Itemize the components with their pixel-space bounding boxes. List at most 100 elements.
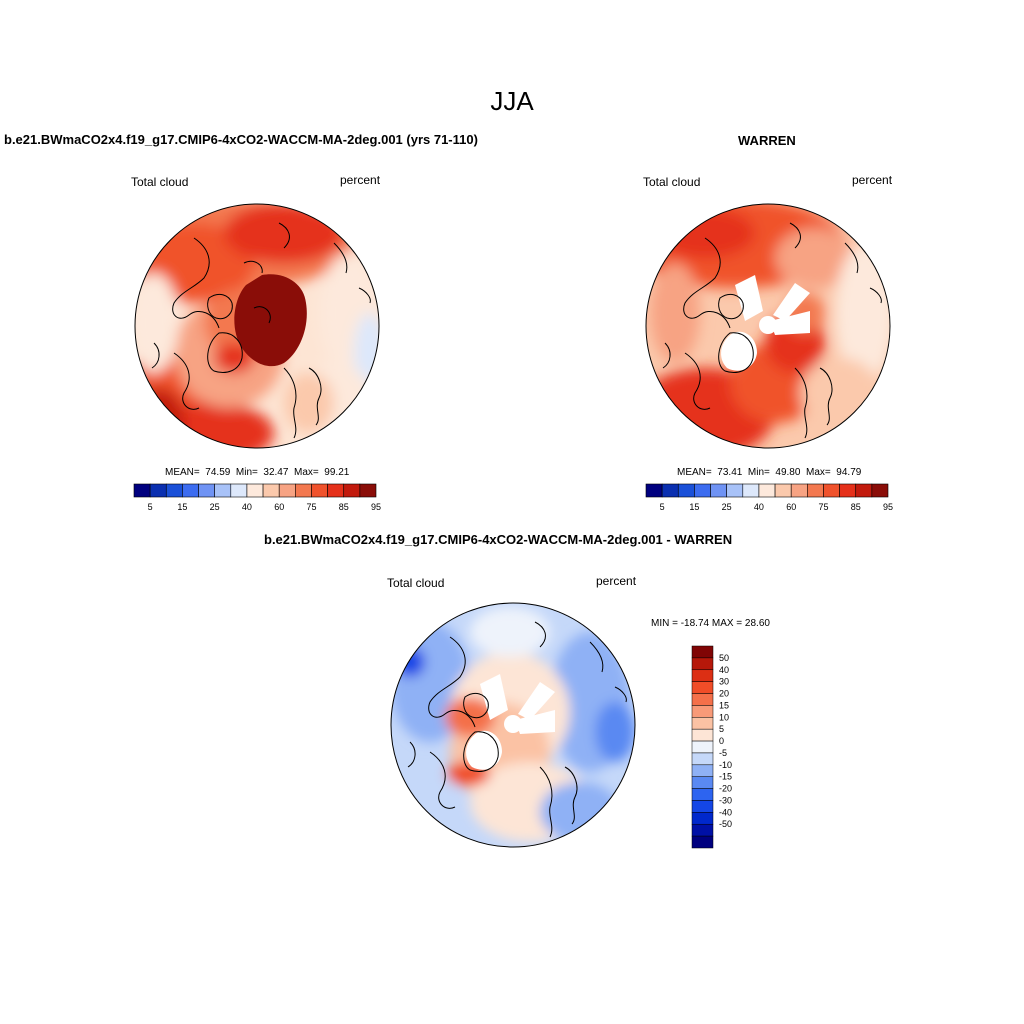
model-colorbar-box bbox=[343, 483, 361, 498]
diff-colorbar-box bbox=[691, 740, 714, 754]
obs-colorbar-tick-label: 95 bbox=[883, 502, 893, 512]
diff-colorbar-box bbox=[691, 705, 714, 718]
obs-min-value: 49.80 bbox=[775, 467, 801, 478]
obs-missing-data bbox=[721, 275, 810, 371]
diff-colorbar-tick-label: -50 bbox=[719, 819, 732, 829]
model-colorbar-tick-label: 85 bbox=[339, 502, 349, 512]
obs-coastlines bbox=[662, 222, 882, 439]
diff-colorbar-tick-label: 30 bbox=[719, 677, 729, 687]
diff-colorbar-tick-label: -15 bbox=[719, 772, 732, 782]
obs-colorbar-box bbox=[774, 483, 792, 498]
model-colorbar-box bbox=[230, 483, 248, 498]
diff-units-label: percent bbox=[596, 574, 637, 588]
obs-colorbar-tick-label: 40 bbox=[754, 502, 764, 512]
diff-colorbar-tick-label: 0 bbox=[719, 736, 724, 746]
obs-panel-title: WARREN bbox=[738, 133, 796, 148]
diff-colorbar-box bbox=[691, 788, 714, 801]
model-stats: MEAN= 74.59 Min= 32.47 Max= 99.21 bbox=[165, 467, 349, 478]
obs-min-label: Min= bbox=[747, 467, 770, 478]
model-map-boundary bbox=[134, 203, 380, 449]
model-mean-label: MEAN= bbox=[165, 467, 200, 478]
diff-colorbar-tick-label: -40 bbox=[719, 807, 732, 817]
model-colorbar-box bbox=[149, 483, 167, 498]
diff-colorbar-box bbox=[691, 752, 714, 766]
model-colorbar-box bbox=[198, 483, 215, 498]
obs-colorbar-box bbox=[855, 483, 873, 498]
obs-mean-value: 73.41 bbox=[717, 467, 743, 478]
diff-colorbar-tick-label: 40 bbox=[719, 665, 729, 675]
model-colorbar-tick-label: 25 bbox=[210, 502, 220, 512]
diff-colorbar-box bbox=[691, 835, 714, 849]
model-colorbar-tick-label: 75 bbox=[306, 502, 316, 512]
diff-colorbar-box bbox=[691, 681, 714, 694]
diff-colorbar-tick-label: 5 bbox=[719, 724, 724, 734]
model-colorbar-box bbox=[246, 483, 264, 498]
diff-colorbar-box bbox=[691, 645, 714, 659]
diff-colorbar-box bbox=[691, 693, 714, 706]
model-polar-map bbox=[134, 203, 380, 449]
obs-colorbar-tick-label: 75 bbox=[818, 502, 828, 512]
model-colorbar: 5 15 25 40 60 75 85 95 bbox=[133, 483, 381, 512]
obs-colorbar-box bbox=[726, 483, 744, 498]
diff-variable-label: Total cloud bbox=[387, 576, 445, 590]
diff-colorbar-tick-label: -10 bbox=[719, 760, 732, 770]
diff-coastlines bbox=[407, 621, 627, 838]
diff-panel-title: b.e21.BWmaCO2x4.f19_g17.CMIP6-4xCO2-WACC… bbox=[264, 532, 733, 547]
obs-colorbar-box bbox=[823, 483, 840, 498]
model-variable-label: Total cloud bbox=[131, 175, 189, 189]
model-colorbar-tick-label: 95 bbox=[371, 502, 381, 512]
diff-colorbar-tick-label: -30 bbox=[719, 795, 732, 805]
diff-colorbar-box bbox=[691, 717, 714, 730]
model-colorbar-box bbox=[295, 483, 312, 498]
diff-colorbar-box bbox=[691, 776, 714, 789]
model-colorbar-tick-label: 15 bbox=[177, 502, 187, 512]
model-colorbar-box bbox=[182, 483, 199, 498]
obs-colorbar-box bbox=[677, 483, 695, 498]
obs-colorbar-tick-label: 25 bbox=[722, 502, 732, 512]
obs-colorbar-tick-label: 60 bbox=[786, 502, 796, 512]
model-colorbar-box bbox=[133, 483, 151, 498]
obs-mean-label: MEAN= bbox=[677, 467, 712, 478]
model-min-label: Min= bbox=[235, 467, 258, 478]
obs-colorbar-tick-label: 85 bbox=[851, 502, 861, 512]
diff-colorbar-box bbox=[691, 669, 714, 682]
model-colorbar-tick-label: 5 bbox=[148, 502, 153, 512]
diff-colorbar-tick-label: 20 bbox=[719, 689, 729, 699]
obs-map-boundary bbox=[645, 203, 891, 449]
obs-colorbar-box bbox=[645, 483, 663, 498]
obs-colorbar-tick-label: 5 bbox=[660, 502, 665, 512]
diff-minmax: MIN = -18.74 MAX = 28.60 bbox=[651, 618, 770, 629]
obs-colorbar-box bbox=[742, 483, 760, 498]
diff-colorbar-tick-label: -20 bbox=[719, 784, 732, 794]
diff-colorbar-box bbox=[691, 728, 714, 742]
model-units-label: percent bbox=[340, 173, 381, 187]
diff-map-boundary bbox=[390, 602, 636, 848]
obs-variable-label: Total cloud bbox=[643, 175, 701, 189]
obs-units-label: percent bbox=[852, 173, 893, 187]
diff-colorbar-box bbox=[691, 800, 714, 813]
model-max-value: 99.21 bbox=[324, 467, 350, 478]
obs-max-label: Max= bbox=[806, 467, 831, 478]
obs-colorbar: 5 15 25 40 60 75 85 95 bbox=[645, 483, 893, 512]
model-colorbar-box bbox=[165, 483, 183, 498]
diff-colorbar-box bbox=[691, 823, 714, 837]
model-min-value: 32.47 bbox=[263, 467, 289, 478]
diff-colorbar-box bbox=[691, 764, 714, 777]
model-colorbar-box bbox=[214, 483, 232, 498]
obs-colorbar-box bbox=[694, 483, 711, 498]
obs-colorbar-box bbox=[758, 483, 776, 498]
diff-colorbar-tick-label: 50 bbox=[719, 653, 729, 663]
obs-colorbar-box bbox=[807, 483, 824, 498]
model-colorbar-tick-label: 40 bbox=[242, 502, 252, 512]
model-colorbar-box bbox=[278, 483, 296, 498]
diff-colorbar-tick-label: 10 bbox=[719, 712, 729, 722]
diff-colorbar-box bbox=[691, 812, 714, 825]
obs-stats: MEAN= 73.41 Min= 49.80 Max= 94.79 bbox=[677, 467, 861, 478]
obs-colorbar-box bbox=[790, 483, 808, 498]
obs-colorbar-tick-label: 15 bbox=[689, 502, 699, 512]
obs-colorbar-box bbox=[839, 483, 857, 498]
obs-colorbar-box bbox=[661, 483, 679, 498]
diff-colorbar-tick-label: -5 bbox=[719, 748, 727, 758]
model-colorbar-box bbox=[327, 483, 345, 498]
